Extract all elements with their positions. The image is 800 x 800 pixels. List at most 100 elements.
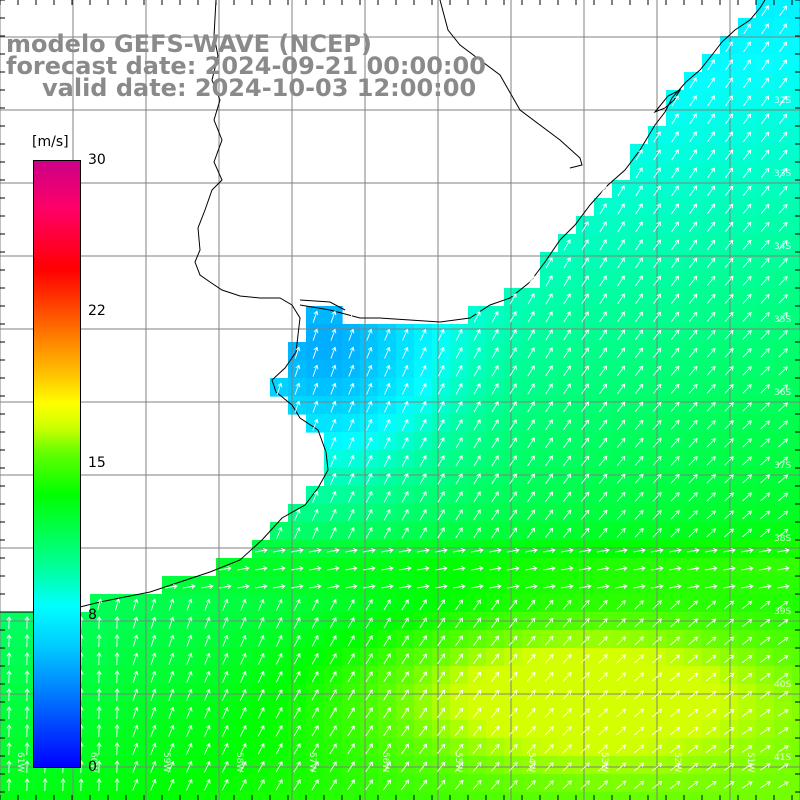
wind-speed-cell: [720, 522, 739, 541]
wind-speed-cell: [756, 216, 775, 235]
wind-speed-cell: [774, 702, 793, 721]
wind-speed-cell: [288, 594, 307, 613]
wind-speed-cell: [630, 414, 649, 433]
wind-speed-cell: [666, 378, 685, 397]
wind-speed-cell: [342, 576, 361, 595]
wind-speed-cell: [450, 342, 469, 361]
wind-speed-cell: [792, 126, 800, 145]
wind-speed-cell: [702, 558, 721, 577]
wind-speed-cell: [468, 378, 487, 397]
wind-speed-cell: [270, 684, 289, 703]
wind-speed-cell: [630, 450, 649, 469]
wind-speed-cell: [396, 774, 415, 793]
wind-speed-cell: [702, 540, 721, 559]
wind-speed-cell: [378, 432, 397, 451]
wind-speed-cell: [684, 522, 703, 541]
wind-speed-cell: [558, 540, 577, 559]
wind-speed-cell: [558, 234, 577, 253]
wind-speed-cell: [360, 738, 379, 757]
wind-speed-cell: [684, 396, 703, 415]
wind-speed-cell: [684, 144, 703, 163]
wind-speed-cell: [468, 792, 487, 800]
wind-speed-cell: [774, 18, 793, 37]
wind-speed-cell: [252, 684, 271, 703]
wind-speed-cell: [774, 342, 793, 361]
wind-speed-cell: [594, 504, 613, 523]
wind-speed-cell: [612, 216, 631, 235]
longitude-label: 51W: [745, 752, 755, 772]
wind-speed-cell: [450, 432, 469, 451]
wind-speed-cell: [684, 684, 703, 703]
wind-speed-cell: [702, 522, 721, 541]
wind-speed-cell: [450, 648, 469, 667]
wind-speed-cell: [414, 702, 433, 721]
wind-speed-cell: [522, 450, 541, 469]
wind-speed-cell: [738, 486, 757, 505]
wind-speed-cell: [414, 360, 433, 379]
wind-speed-cell: [792, 270, 800, 289]
wind-speed-cell: [522, 666, 541, 685]
wind-speed-cell: [702, 432, 721, 451]
wind-speed-cell: [432, 720, 451, 739]
wind-speed-cell: [432, 648, 451, 667]
wind-speed-cell: [576, 684, 595, 703]
wind-speed-cell: [522, 594, 541, 613]
wind-speed-cell: [630, 252, 649, 271]
wind-speed-cell: [540, 774, 559, 793]
wind-speed-cell: [702, 252, 721, 271]
wind-speed-cell: [180, 792, 199, 800]
wind-speed-cell: [396, 414, 415, 433]
wind-speed-cell: [558, 360, 577, 379]
wind-speed-cell: [558, 306, 577, 325]
wind-speed-cell: [792, 36, 800, 55]
wind-speed-cell: [702, 576, 721, 595]
wind-speed-cell: [396, 396, 415, 415]
wind-speed-cell: [666, 108, 685, 127]
wind-speed-cell: [450, 360, 469, 379]
wind-speed-cell: [576, 234, 595, 253]
wind-speed-cell: [684, 90, 703, 109]
wind-speed-cell: [738, 594, 757, 613]
wind-speed-cell: [630, 288, 649, 307]
wind-speed-cell: [450, 414, 469, 433]
wind-speed-cell: [666, 396, 685, 415]
wind-speed-cell: [594, 702, 613, 721]
wind-speed-cell: [378, 720, 397, 739]
wind-speed-cell: [558, 414, 577, 433]
wind-speed-cell: [558, 576, 577, 595]
wind-speed-cell: [558, 504, 577, 523]
wind-speed-cell: [342, 540, 361, 559]
wind-speed-cell: [702, 666, 721, 685]
wind-speed-cell: [684, 630, 703, 649]
wind-speed-cell: [486, 396, 505, 415]
wind-speed-cell: [558, 702, 577, 721]
wind-speed-cell: [684, 558, 703, 577]
wind-speed-cell: [594, 360, 613, 379]
latitude-label: 41S: [774, 753, 791, 763]
wind-speed-cell: [468, 648, 487, 667]
colorbar-tick-0: 0: [88, 760, 97, 774]
wind-speed-cell: [684, 702, 703, 721]
wind-speed-cell: [504, 576, 523, 595]
wind-speed-cell: [702, 72, 721, 91]
wind-speed-cell: [234, 774, 253, 793]
wind-speed-cell: [468, 396, 487, 415]
wind-speed-cell: [702, 216, 721, 235]
wind-speed-cell: [540, 360, 559, 379]
wind-speed-cell: [432, 702, 451, 721]
wind-speed-cell: [252, 720, 271, 739]
wind-speed-cell: [504, 540, 523, 559]
wind-speed-cell: [504, 558, 523, 577]
wind-speed-cell: [774, 36, 793, 55]
wind-speed-cell: [774, 576, 793, 595]
wind-speed-cell: [756, 648, 775, 667]
longitude-label: 58W: [234, 752, 244, 772]
wind-speed-cell: [774, 648, 793, 667]
wind-speed-cell: [522, 720, 541, 739]
wind-speed-cell: [450, 558, 469, 577]
wind-speed-cell: [414, 432, 433, 451]
wind-speed-cell: [540, 522, 559, 541]
wind-speed-cell: [594, 432, 613, 451]
wind-speed-cell: [666, 774, 685, 793]
